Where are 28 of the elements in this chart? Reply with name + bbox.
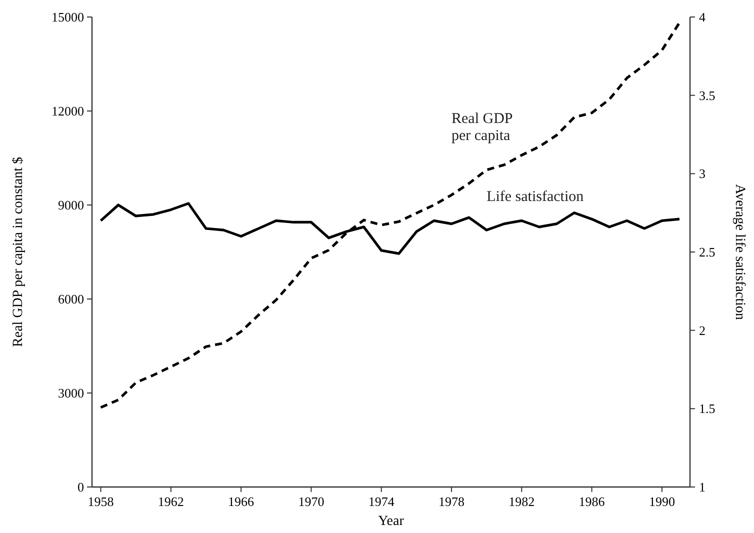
y-axis-title: Real GDP per capita in constant $	[11, 157, 26, 347]
y-tick-label: 3000	[58, 386, 84, 400]
y-tick-label: 9000	[58, 198, 84, 212]
x-tick-label: 1966	[228, 494, 255, 509]
x-tick-label: 1958	[88, 494, 114, 509]
x-tick-label: 1986	[578, 494, 606, 509]
y2-tick-label: 4	[699, 10, 706, 24]
y-tick-label: 15000	[52, 10, 84, 24]
y2-tick-label: 1.5	[699, 401, 716, 416]
x-tick-label: 1970	[298, 494, 324, 509]
x-tick-label: 1982	[508, 494, 535, 509]
series-label: Life satisfaction	[486, 188, 584, 205]
x-tick-label: 1962	[158, 494, 184, 509]
y2-axis-title: Average life satisfaction	[732, 184, 747, 320]
y-tick-label: 0	[78, 480, 84, 494]
y2-tick-label: 2	[699, 322, 706, 338]
y2-tick-label: 1	[699, 480, 706, 494]
y2-tick-label: 2.5	[699, 244, 716, 260]
x-tick-label: 1990	[648, 494, 675, 509]
x-tick-label: 1974	[368, 494, 395, 509]
x-axis-title: Year	[378, 514, 404, 529]
y-tick-label: 6000	[58, 292, 84, 306]
y2-tick-label: 3	[699, 166, 706, 182]
line-series	[99, 21, 681, 409]
y2-tick-label: 3.5	[699, 88, 716, 103]
series-label: Real GDP per capita	[452, 110, 513, 144]
y-tick-label: 12000	[52, 104, 84, 118]
x-tick-label: 1978	[438, 494, 464, 509]
